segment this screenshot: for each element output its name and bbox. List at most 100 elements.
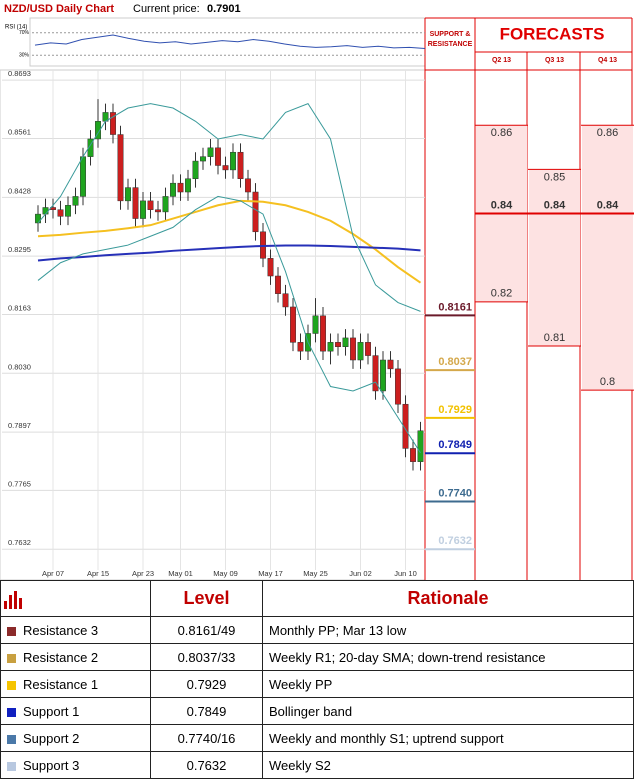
candle-body — [275, 275, 281, 294]
swatch — [7, 707, 16, 717]
table-cell: 0.8037/33 — [150, 643, 263, 671]
candle-body — [147, 200, 154, 210]
candle-body — [380, 359, 386, 392]
forecast-range — [582, 125, 633, 391]
forecast-label: 0.84 — [544, 199, 566, 211]
price-value: 0.7901 — [207, 3, 241, 15]
forecast-label: 0.8 — [600, 376, 615, 388]
price-label: Current price: — [133, 3, 200, 15]
level-label: 0.8161 — [438, 301, 472, 313]
rsi-line — [34, 34, 426, 49]
candle-body — [282, 293, 289, 308]
table-row: Resistance 3 0.8161/49 Monthly PP; Mar 13 … — [0, 616, 634, 644]
table-row: Support 1 0.7849 Bollinger band — [0, 697, 634, 725]
x-tick-label: Apr 15 — [87, 569, 109, 578]
candle-body — [140, 200, 146, 219]
y-tick-label: 0.8561 — [8, 128, 31, 137]
y-tick-label: 0.8428 — [8, 186, 31, 195]
candle-body — [230, 151, 236, 171]
candle-body — [80, 156, 86, 197]
candle-body — [170, 182, 176, 197]
candle-body — [410, 448, 416, 462]
table-cell: Weekly R1; 20-day SMA; down-trend resist… — [262, 643, 634, 671]
candle-body — [57, 209, 64, 217]
y-tick-label: 0.8295 — [8, 245, 31, 254]
forecast-column: Q3 13 — [545, 57, 564, 64]
cell-text: Resistance 3 — [23, 622, 99, 638]
candle-body — [297, 342, 304, 352]
cell-text: Weekly R1; 20-day SMA; down-trend resist… — [269, 649, 546, 665]
candle-body — [335, 342, 341, 347]
table-body: Resistance 3 0.8161/49 Monthly PP; Mar 13 … — [0, 616, 634, 779]
candle-body — [357, 342, 364, 361]
forecast-column: Q4 13 — [598, 57, 617, 64]
level-label: 0.7929 — [438, 404, 472, 416]
table-cell: 0.7929 — [150, 670, 263, 698]
swatch — [7, 680, 16, 690]
forecast-label: 0.81 — [544, 332, 565, 344]
candle-body — [207, 147, 214, 157]
cell-text: 0.8161/49 — [177, 622, 236, 638]
forecast-range — [529, 169, 580, 346]
table-cell: Resistance 3 — [0, 616, 151, 644]
table-cell: Resistance 2 — [0, 643, 151, 671]
forecast-title: FORECASTS — [500, 24, 605, 43]
table-cell: 0.7632 — [150, 751, 263, 779]
candle-body — [117, 134, 124, 202]
cell-text: Weekly S2 — [269, 757, 331, 773]
level-label: 0.8037 — [438, 356, 472, 368]
candle-body — [155, 209, 161, 213]
cell-text: 0.7632 — [186, 757, 227, 773]
candle-body — [267, 258, 274, 277]
x-tick-label: May 01 — [168, 569, 193, 578]
x-tick-label: May 09 — [213, 569, 238, 578]
y-tick-label: 0.7897 — [8, 421, 31, 430]
cell-text: 0.7849 — [186, 703, 227, 719]
background — [0, 0, 634, 580]
x-tick-label: Jun 02 — [349, 569, 372, 578]
candle-body — [125, 187, 131, 202]
table-cell: Support 2 — [0, 724, 151, 752]
indicator-line — [37, 102, 421, 312]
cell-text: Support 2 — [23, 730, 80, 746]
candle-body — [417, 430, 424, 462]
y-tick-label: 0.7632 — [8, 538, 31, 547]
candle-body — [402, 403, 409, 449]
cell-text: Monthly PP; Mar 13 low — [269, 622, 407, 638]
cell-text: Weekly PP — [269, 676, 333, 692]
chart: NZD/USD Daily Chart Current price: 0.790… — [0, 0, 634, 580]
table-cell: 0.8161/49 — [150, 616, 263, 644]
table-cell: Monthly PP; Mar 13 low — [262, 616, 634, 644]
table-row: Resistance 2 0.8037/33 Weekly R1; 20-day S… — [0, 643, 634, 671]
candle-body — [65, 205, 71, 217]
forecast-column: Q2 13 — [492, 57, 511, 64]
table-cell: Weekly and monthly S1; uptrend support — [262, 724, 634, 752]
candle-body — [245, 178, 251, 193]
candle-body — [35, 213, 41, 224]
candle-body — [320, 315, 326, 352]
level-label: 0.7849 — [438, 439, 472, 451]
forecast-label: 0.84 — [597, 199, 619, 211]
candle-body — [87, 138, 94, 157]
level-label: 0.7740 — [438, 487, 472, 499]
candle-body — [162, 196, 169, 213]
candle-body — [42, 207, 49, 215]
cell-text: Resistance 1 — [23, 676, 99, 692]
candle-body — [372, 355, 379, 392]
table-row: Resistance 1 0.7929 Weekly PP — [0, 670, 634, 698]
swatch — [7, 734, 16, 744]
header-cell: Rationale — [262, 580, 634, 617]
candle-body — [395, 368, 401, 405]
candle-body — [350, 337, 356, 361]
indicator-line — [37, 199, 422, 284]
indicator-line — [37, 244, 421, 262]
candle-body — [192, 160, 199, 180]
cell-text: Bollinger band — [269, 703, 353, 719]
candle-body — [237, 151, 244, 180]
cell-text: Support 3 — [23, 757, 80, 773]
candle-body — [252, 191, 259, 233]
table-cell: 0.7849 — [150, 697, 263, 725]
rsi-title: RSI (14) — [5, 25, 27, 31]
cell-text: 0.7929 — [186, 676, 227, 692]
